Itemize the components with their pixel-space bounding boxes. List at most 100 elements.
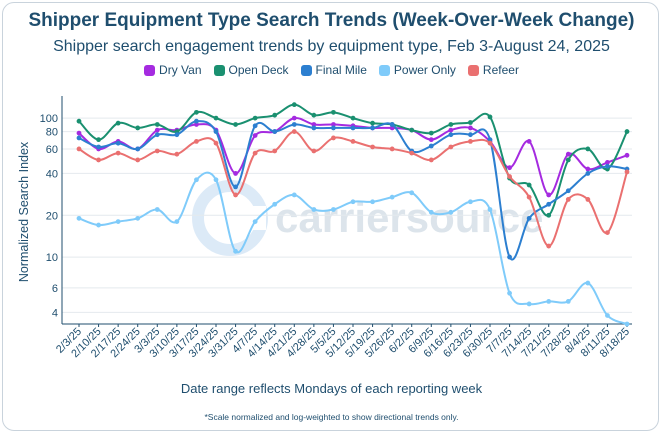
data-point: [409, 190, 415, 196]
data-point: [96, 222, 101, 228]
data-point: [233, 122, 238, 127]
data-point: [291, 115, 297, 121]
legend-label: Power Only: [393, 63, 456, 77]
data-point: [174, 132, 180, 138]
data-point: [546, 201, 552, 207]
data-point: [272, 129, 278, 134]
data-point: [389, 122, 395, 127]
data-point: [448, 122, 454, 127]
data-point: [174, 219, 180, 225]
data-point: [252, 150, 258, 156]
data-point: [448, 144, 454, 150]
data-point: [526, 194, 532, 200]
data-point: [154, 132, 160, 138]
data-point: [154, 148, 160, 154]
data-point: [409, 150, 415, 156]
data-point: [585, 197, 591, 202]
data-point: [331, 207, 336, 212]
data-point: [526, 215, 532, 221]
legend-item: Final Mile: [300, 63, 367, 77]
legend-label: Open Deck: [228, 63, 289, 77]
data-point: [115, 219, 121, 225]
data-point: [76, 215, 82, 221]
data-point: [291, 102, 297, 108]
data-point: [624, 152, 630, 158]
series-power-only: [76, 171, 630, 327]
data-point: [487, 207, 493, 212]
data-point: [370, 199, 375, 205]
series-open-deck: [76, 102, 630, 218]
data-point: [272, 148, 278, 154]
data-point: [605, 163, 610, 169]
data-point: [546, 243, 552, 249]
data-point: [291, 192, 297, 198]
series-final-mile: [76, 118, 630, 261]
data-point: [115, 140, 121, 146]
data-point: [194, 138, 199, 144]
data-point: [468, 132, 473, 138]
legend-label: Final Mile: [315, 63, 367, 77]
data-point: [272, 112, 278, 118]
data-point: [389, 194, 395, 200]
legend-item: Dry Van: [144, 63, 202, 77]
data-point: [546, 212, 552, 218]
data-point: [507, 174, 512, 179]
data-point: [213, 177, 219, 183]
data-point: [487, 137, 493, 143]
data-point: [96, 157, 101, 163]
data-point: [468, 120, 473, 125]
data-point: [468, 138, 473, 144]
data-point: [605, 160, 610, 165]
data-point: [213, 129, 219, 134]
data-point: [115, 120, 121, 126]
data-point: [76, 130, 82, 136]
data-point: [605, 313, 610, 318]
data-point: [546, 298, 552, 304]
y-tick-label: 4: [52, 307, 58, 319]
data-point: [487, 140, 493, 146]
data-point: [468, 199, 473, 205]
data-point: [233, 192, 238, 198]
data-point: [428, 209, 434, 215]
data-point: [174, 151, 180, 157]
data-point: [546, 192, 552, 198]
y-tick-label: 80: [46, 127, 58, 139]
data-point: [135, 125, 141, 131]
legend-label: Dry Van: [159, 63, 202, 77]
data-point: [350, 115, 356, 121]
watermark: carriersource: [192, 180, 544, 256]
series-refeer: [76, 129, 630, 249]
data-point: [135, 146, 141, 152]
legend-item: Open Deck: [213, 63, 289, 77]
data-point: [585, 146, 591, 152]
data-point: [487, 114, 493, 120]
data-point: [585, 166, 591, 172]
legend-swatch: [213, 64, 225, 76]
watermark-text: carriersource: [275, 194, 544, 241]
chart-title: Shipper Equipment Type Search Trends (We…: [28, 10, 635, 31]
data-point: [585, 171, 591, 176]
data-point: [76, 146, 82, 152]
data-point: [291, 122, 297, 127]
watermark-logo-gap: [226, 206, 266, 230]
data-point: [252, 219, 258, 225]
data-point: [272, 201, 278, 207]
data-point: [448, 132, 454, 138]
data-point: [565, 197, 571, 202]
y-tick-label: 100: [40, 113, 58, 125]
legend-swatch: [378, 64, 390, 76]
y-tick-label: 6: [52, 283, 58, 295]
data-point: [409, 127, 415, 133]
data-point: [526, 301, 532, 307]
legend: Dry Van Open Deck Final Mile Power Only Refe…: [0, 63, 663, 77]
data-point: [428, 143, 434, 149]
data-point: [331, 135, 336, 141]
data-point: [96, 144, 101, 150]
data-point: [233, 184, 238, 190]
data-point: [507, 290, 512, 296]
data-point: [448, 209, 454, 215]
data-point: [233, 248, 238, 254]
footnote: *Scale normalized and log-weighted to sh…: [204, 412, 459, 422]
chart-subtitle: Shipper search engagement trends by equi…: [53, 38, 610, 55]
